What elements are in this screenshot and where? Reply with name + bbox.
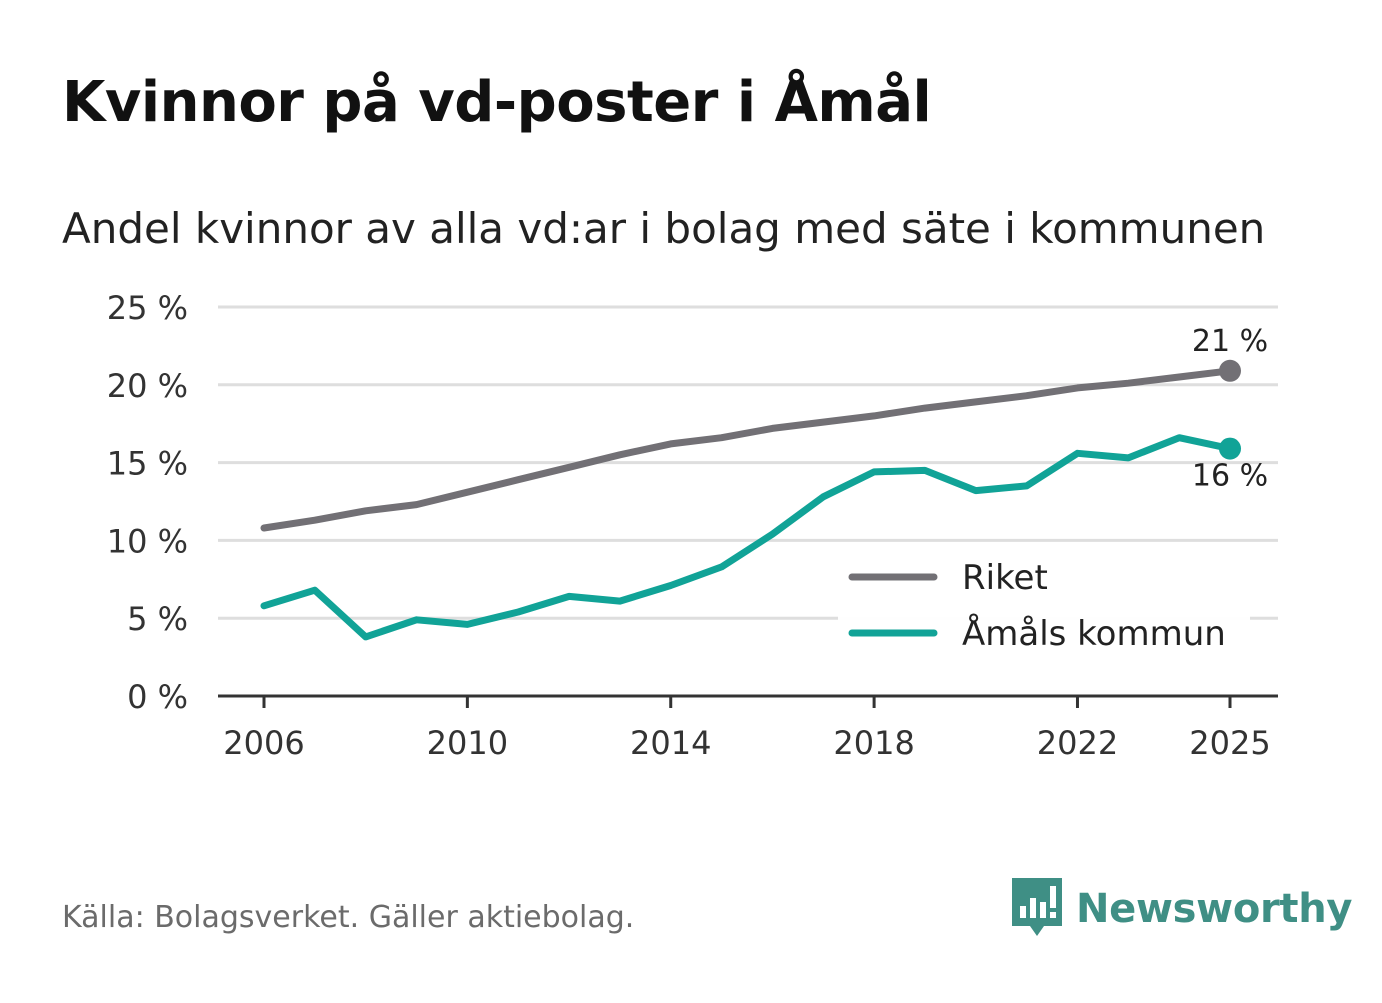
brand-logo: Newsworthy (1012, 878, 1353, 940)
end-label-amal: 16 % (1192, 459, 1268, 494)
series-end-point-amal (1219, 437, 1241, 460)
chart-title: Kvinnor på vd-poster i Åmål (62, 70, 932, 135)
y-tick-label-25: 25 % (107, 289, 188, 327)
legend-background (838, 548, 1250, 666)
x-tick-label-2018: 2018 (833, 724, 914, 762)
y-tick-label-10: 10 % (107, 522, 188, 560)
chart-subtitle: Andel kvinnor av alla vd:ar i bolag med … (62, 204, 1266, 253)
x-tick-label-2025: 2025 (1189, 724, 1270, 762)
series-line-amal (260, 434, 1234, 641)
end-label-riket: 21 % (1192, 324, 1268, 359)
legend-label-riket: Riket (962, 558, 1048, 598)
brand-name: Newsworthy (1076, 886, 1353, 932)
x-tick-label-2010: 2010 (427, 724, 508, 762)
newsworthy-logo-icon (1012, 878, 1062, 936)
y-tick-label-15: 15 % (107, 445, 188, 483)
source-note: Källa: Bolagsverket. Gäller aktiebolag. (62, 900, 635, 935)
legend: Riket Åmåls kommun (838, 548, 1250, 666)
legend-label-amal: Åmåls kommun (962, 613, 1226, 654)
x-tick-label-2006: 2006 (223, 724, 304, 762)
x-tick-label-2014: 2014 (630, 724, 711, 762)
series-line-riket (260, 367, 1234, 532)
series-end-point-riket (1219, 359, 1241, 382)
y-tick-label-5: 5 % (127, 600, 188, 638)
y-tick-label-20: 20 % (107, 367, 188, 405)
x-tick-label-2022: 2022 (1037, 724, 1118, 762)
y-tick-label-0: 0 % (127, 678, 188, 716)
